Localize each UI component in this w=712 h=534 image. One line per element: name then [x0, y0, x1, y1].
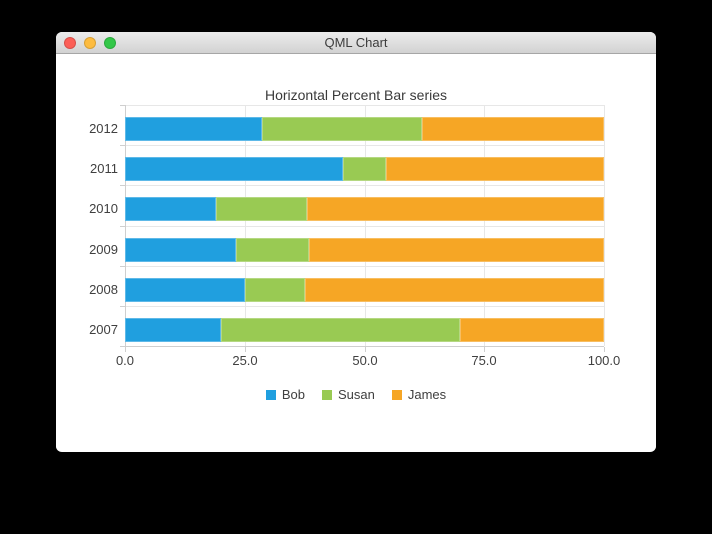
y-axis-label: 2008 — [89, 281, 118, 297]
gridline-horizontal — [125, 145, 604, 146]
x-axis-tick — [484, 347, 485, 352]
legend-marker-icon — [391, 389, 402, 400]
y-axis-label: 2010 — [89, 201, 118, 217]
x-axis-tick — [604, 347, 605, 352]
bar-segment-2011-susan — [342, 157, 387, 182]
y-axis-tick — [120, 266, 125, 267]
traffic-lights — [64, 37, 116, 49]
legend-label: Susan — [337, 387, 375, 402]
x-axis-tick — [125, 347, 126, 352]
qml-chart-window: QML Chart Horizontal Percent Bar series … — [56, 32, 656, 452]
bar-segment-2007-james — [460, 317, 604, 342]
legend-label: Bob — [281, 387, 305, 402]
gridline-vertical — [245, 105, 246, 346]
chart-title: Horizontal Percent Bar series — [264, 87, 448, 103]
y-axis-label: 2011 — [90, 161, 118, 177]
close-button[interactable] — [64, 37, 76, 49]
bar-segment-2012-bob — [125, 117, 262, 141]
x-axis-tick — [245, 347, 246, 352]
bar-segment-2009-james — [309, 237, 604, 262]
x-axis-tick-label: 25.0 — [232, 353, 258, 368]
zoom-button[interactable] — [104, 37, 116, 49]
y-axis-tick — [120, 185, 125, 186]
legend-item-bob: Bob — [265, 387, 305, 402]
x-axis-tick-label: 100.0 — [587, 353, 621, 368]
x-axis-tick-label: 75.0 — [471, 353, 497, 368]
y-axis-label: 2012 — [89, 121, 118, 136]
y-axis-label: 2007 — [89, 321, 118, 337]
y-axis-tick — [120, 145, 125, 146]
x-axis-labels: 0.0 25.0 50.0 75.0 100.0 — [56, 353, 656, 369]
y-axis-tick — [120, 105, 125, 106]
legend-label: James — [407, 387, 447, 402]
x-axis-line — [125, 346, 604, 347]
gridline-horizontal — [125, 226, 604, 227]
y-axis-label: 2009 — [89, 241, 118, 257]
window-titlebar[interactable]: QML Chart — [56, 32, 656, 54]
minimize-button[interactable] — [84, 37, 96, 49]
gridline-vertical — [604, 105, 605, 346]
bar-segment-2012-james — [421, 117, 604, 141]
legend-marker-icon — [321, 389, 332, 400]
bar-segment-2012-susan — [261, 117, 422, 141]
x-axis-tick-label: 0.0 — [115, 353, 135, 368]
legend-item-susan: Susan — [321, 387, 375, 402]
bar-segment-2007-susan — [220, 317, 461, 342]
legend-marker-icon — [265, 389, 276, 400]
y-axis-tick — [120, 346, 125, 347]
bar-segment-2009-susan — [235, 237, 310, 262]
legend-item-james: James — [391, 387, 447, 402]
x-axis-tick-label: 50.0 — [352, 353, 378, 368]
bar-segment-2011-bob — [125, 157, 343, 182]
bar-segment-2010-bob — [125, 197, 217, 222]
y-axis-tick — [120, 226, 125, 227]
y-axis-line — [125, 105, 126, 346]
gridline-vertical — [365, 105, 366, 346]
y-axis-tick — [120, 306, 125, 307]
gridline-horizontal — [125, 185, 604, 186]
x-axis-tick — [365, 347, 366, 352]
bar-segment-2008-bob — [125, 277, 245, 302]
bar-segment-2011-james — [386, 157, 604, 182]
gridline-horizontal — [125, 306, 604, 307]
bar-segment-2010-susan — [216, 197, 308, 222]
bar-segment-2010-james — [307, 197, 604, 222]
bar-segment-2008-susan — [244, 277, 305, 302]
gridline-horizontal — [125, 105, 604, 106]
y-axis-labels: 2012 2011 2010 2009 2008 2007 — [56, 105, 118, 346]
bar-segment-2008-james — [304, 277, 604, 302]
window-title: QML Chart — [324, 35, 388, 50]
gridline-horizontal — [125, 266, 604, 267]
gridline-vertical — [484, 105, 485, 346]
legend: Bob Susan James — [56, 387, 656, 402]
chart-view: Horizontal Percent Bar series 2012 2011 20… — [56, 54, 656, 451]
plot-area — [120, 105, 605, 352]
bar-segment-2007-bob — [125, 317, 221, 342]
bar-segment-2009-bob — [125, 237, 236, 262]
